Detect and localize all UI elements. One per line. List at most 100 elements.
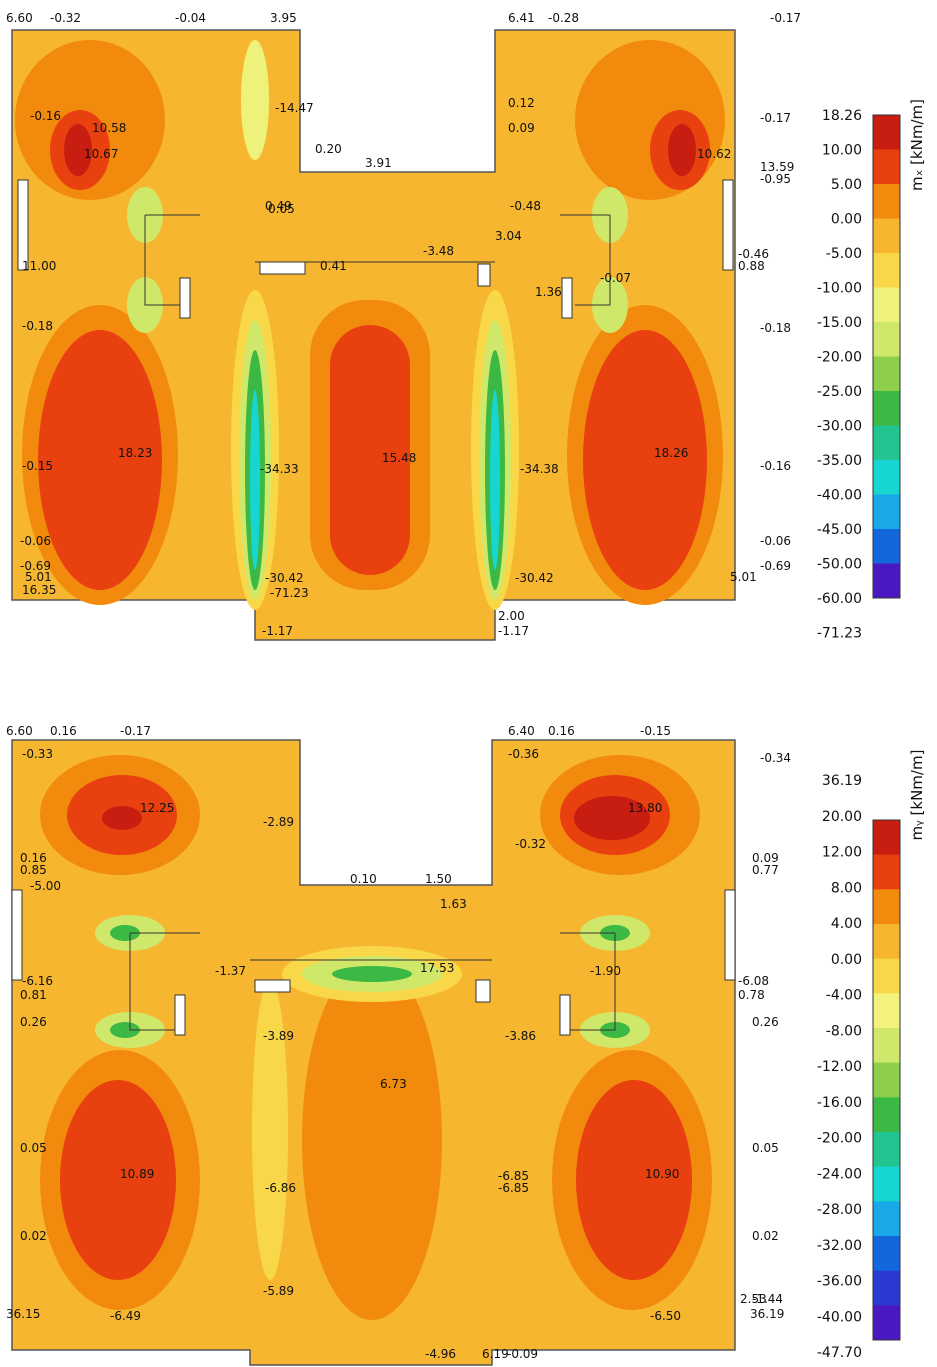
- value-label: 36.19: [750, 1307, 784, 1321]
- value-label: -0.33: [22, 747, 53, 761]
- value-label: 10.90: [645, 1167, 679, 1181]
- value-label: 6.60: [6, 11, 33, 25]
- value-label: -0.15: [640, 724, 671, 738]
- value-label: 5.01: [25, 570, 52, 584]
- legend-title: mᵧ [kNm/m]: [908, 750, 926, 841]
- value-label: -6.49: [110, 1309, 141, 1323]
- legend-band: [873, 1270, 900, 1306]
- value-label: 13.80: [628, 801, 662, 815]
- legend-band: [873, 287, 900, 323]
- value-label: 0.20: [315, 142, 342, 156]
- value-label: 36.15: [6, 1307, 40, 1321]
- value-label: 16.35: [22, 583, 56, 597]
- value-label: 6.73: [380, 1077, 407, 1091]
- legend-label: 8.00: [831, 880, 862, 896]
- legend-band: [873, 993, 900, 1029]
- value-label: 6.40: [508, 724, 535, 738]
- legend-label: -12.00: [817, 1059, 862, 1075]
- value-label: 10.58: [92, 121, 126, 135]
- value-label: 2.53: [740, 1292, 767, 1306]
- legend-band: [873, 184, 900, 219]
- value-label: 3.91: [365, 156, 392, 170]
- value-label: -14.47: [275, 101, 314, 115]
- value-label: 0.05: [268, 202, 295, 216]
- value-label: 0.16: [548, 724, 575, 738]
- value-label: -34.33: [260, 462, 299, 476]
- value-label: -0.04: [175, 11, 206, 25]
- plate-bottom: [11, 739, 736, 1366]
- legend-band: [873, 149, 900, 185]
- value-label: 6.41: [508, 11, 535, 25]
- value-label: -1.17: [262, 624, 293, 638]
- legend-frame: [872, 819, 901, 1341]
- value-label: -30.42: [265, 571, 304, 585]
- value-label: -0.32: [515, 837, 546, 851]
- value-label: -6.16: [22, 974, 53, 988]
- value-label: -0.17: [120, 724, 151, 738]
- legend-label: -36.00: [817, 1274, 862, 1290]
- value-label: -0.16: [30, 109, 61, 123]
- legend-label: -35.00: [817, 453, 862, 469]
- legend-band: [873, 115, 900, 150]
- value-label: -3.48: [423, 244, 454, 258]
- legend-band: [873, 391, 900, 426]
- legend-label: 5.00: [831, 177, 862, 193]
- value-label: 1.50: [425, 872, 452, 886]
- value-label: 0.09: [508, 121, 535, 135]
- value-label: 1.63: [440, 897, 467, 911]
- value-label: -3.89: [263, 1029, 294, 1043]
- value-label: -4.96: [425, 1347, 456, 1361]
- value-label: 3.95: [270, 11, 297, 25]
- legend-label: 12.00: [822, 845, 862, 861]
- legend-label: 20.00: [822, 809, 862, 825]
- value-label: -1.90: [590, 964, 621, 978]
- legend-band: [873, 1236, 900, 1272]
- legend-band: [873, 1097, 900, 1133]
- legend-label: -16.00: [817, 1095, 862, 1111]
- value-label: -0.06: [20, 534, 51, 548]
- value-label: 0.49: [265, 199, 292, 213]
- legend-label: -60.00: [817, 591, 862, 607]
- legend-label: -20.00: [817, 1131, 862, 1147]
- value-label: -0.69: [20, 559, 51, 573]
- value-label: 0.16: [50, 724, 77, 738]
- value-label: 0.41: [320, 259, 347, 273]
- legend-title: mₓ [kNm/m]: [908, 99, 926, 191]
- value-label: -6.85: [498, 1181, 529, 1195]
- legend-label: -10.00: [817, 281, 862, 297]
- value-label: -0.09: [507, 1347, 538, 1361]
- value-label: -0.06: [760, 534, 791, 548]
- legend-label: 4.00: [831, 916, 862, 932]
- legend-band: [873, 958, 900, 994]
- value-label: 0.85: [20, 863, 47, 877]
- legend-label: -25.00: [817, 384, 862, 400]
- value-label: 12.25: [140, 801, 174, 815]
- legend-band: [873, 924, 900, 960]
- value-label: -0.69: [760, 559, 791, 573]
- legend-label: 36.19: [822, 773, 862, 789]
- legend-frame: [872, 114, 901, 599]
- value-label: -1.44: [752, 1292, 783, 1306]
- value-label: -0.18: [760, 321, 791, 335]
- legend-band: [873, 253, 900, 288]
- value-label: 0.88: [738, 259, 765, 273]
- legend-band: [873, 218, 900, 254]
- legend-label: -15.00: [817, 315, 862, 331]
- legend-label: -5.00: [826, 246, 862, 262]
- value-label: 10.67: [84, 147, 118, 161]
- value-label: 0.78: [738, 988, 765, 1002]
- value-label: -0.46: [738, 247, 769, 261]
- legend-label: -45.00: [817, 522, 862, 538]
- value-label: -0.34: [760, 751, 791, 765]
- value-label: 10.62: [697, 147, 731, 161]
- value-label: -5.89: [263, 1284, 294, 1298]
- legend-label: 10.00: [822, 143, 862, 159]
- value-label: 0.05: [752, 1141, 779, 1155]
- value-label: -3.86: [505, 1029, 536, 1043]
- value-label: 0.02: [20, 1229, 47, 1243]
- legend-label: 18.26: [822, 108, 862, 124]
- value-label: -0.48: [510, 199, 541, 213]
- value-label: 1.36: [535, 285, 562, 299]
- legend-band: [873, 425, 900, 461]
- legend-label: -24.00: [817, 1166, 862, 1182]
